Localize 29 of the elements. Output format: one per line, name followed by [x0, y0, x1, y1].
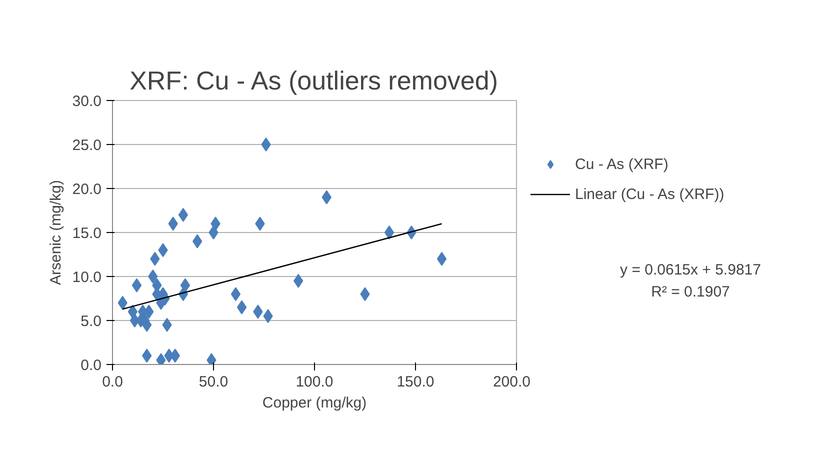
y-tick-label: 5.0	[80, 313, 102, 330]
x-axis-title: Copper (mg/kg)	[262, 394, 367, 412]
point	[132, 278, 142, 292]
y-axis-title: Arsenic (mg/kg)	[47, 180, 64, 286]
point	[128, 304, 138, 319]
chart-title: XRF: Cu - As (outliers removed)	[130, 66, 498, 96]
x-tick-label: 0.0	[102, 374, 123, 390]
point	[384, 226, 394, 240]
text: y = 0.0615x + 5.9817	[620, 262, 761, 278]
y-tick-label: 15.0	[72, 225, 102, 242]
point	[261, 138, 271, 152]
x-tick-label: 150.0	[396, 374, 434, 390]
point	[208, 226, 218, 240]
x-tick-label: 100.0	[296, 374, 334, 390]
y-tick-label: 0.0	[80, 357, 102, 374]
y-tick-label: 10.0	[72, 269, 102, 286]
y-tick-label: 25.0	[72, 137, 102, 154]
legend-label: Cu - As (XRF)	[575, 156, 668, 172]
point	[436, 252, 447, 266]
point	[236, 300, 247, 314]
text: R² = 0.1907	[651, 284, 730, 300]
y-tick-label: 20.0	[72, 181, 102, 198]
point	[230, 287, 241, 302]
point	[178, 208, 188, 222]
x-tick-label: 50.0	[198, 374, 228, 390]
legend-label: Linear (Cu - As (XRF))	[575, 186, 724, 202]
y-tick-label: 30.0	[72, 93, 102, 110]
point	[148, 270, 158, 284]
x-tick-label: 200.0	[492, 374, 531, 390]
